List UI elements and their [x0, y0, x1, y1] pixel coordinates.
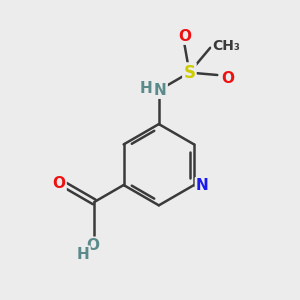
- Text: O: O: [221, 71, 234, 86]
- Text: S: S: [183, 64, 195, 82]
- Text: O: O: [52, 176, 66, 191]
- Text: O: O: [178, 29, 191, 44]
- Text: N: N: [196, 178, 208, 193]
- Text: CH₃: CH₃: [212, 39, 240, 53]
- Text: H: H: [77, 247, 89, 262]
- Text: O: O: [86, 238, 99, 253]
- Text: N: N: [154, 83, 167, 98]
- Text: H: H: [140, 81, 153, 96]
